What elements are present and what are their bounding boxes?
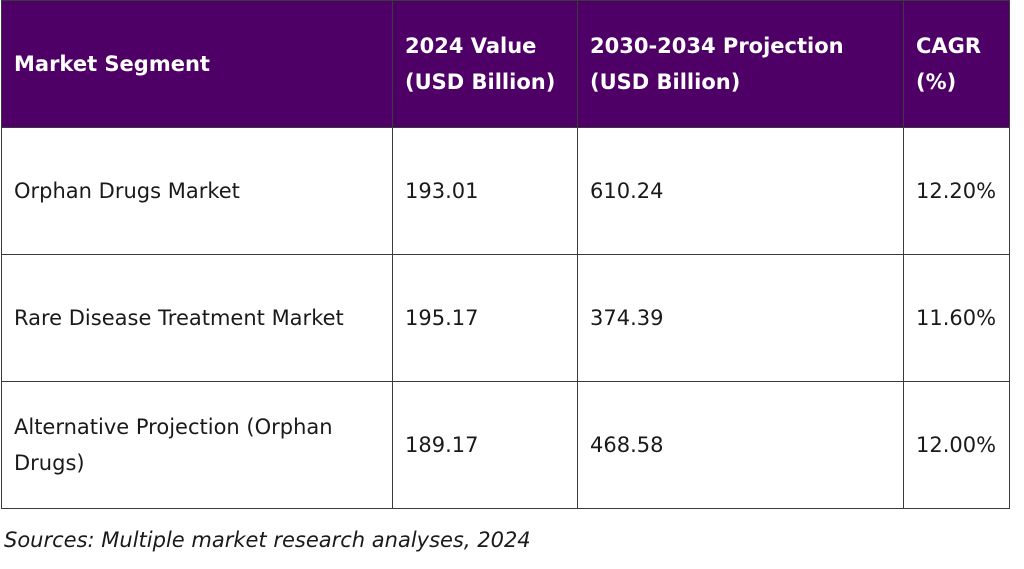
table-cell: Rare Disease Treatment Market (1, 254, 393, 382)
table-cell: 189.17 (392, 381, 578, 509)
table-cell: 193.01 (392, 127, 578, 255)
table-row: Rare Disease Treatment Market 195.17 374.3… (1, 254, 1010, 382)
table-cell: 11.60% (903, 254, 1010, 382)
table-cell: 468.58 (577, 381, 904, 509)
table-row: Alternative Projection (Orphan Drugs) 189… (1, 381, 1010, 509)
header-row: Market Segment 2024 Value (USD Billion) … (1, 0, 1010, 128)
table-cell: Orphan Drugs Market (1, 127, 393, 255)
header-cell: Market Segment (1, 0, 393, 128)
header-cell: 2024 Value (USD Billion) (392, 0, 578, 128)
table-cell: 195.17 (392, 254, 578, 382)
caption: Sources: Multiple market research analys… (4, 528, 531, 552)
table-cell: 12.20% (903, 127, 1010, 255)
table-cell: 12.00% (903, 381, 1010, 509)
table-cell: 374.39 (577, 254, 904, 382)
table-cell: 610.24 (577, 127, 904, 255)
table-body: Orphan Drugs Market 193.01 610.24 12.20% Rar… (1, 127, 1010, 509)
table-cell: Alternative Projection (Orphan Drugs) (1, 381, 393, 509)
header-cell: CAGR (%) (903, 0, 1010, 128)
table-row: Orphan Drugs Market 193.01 610.24 12.20% (1, 127, 1010, 255)
header-cell: 2030-2034 Projection (USD Billion) (577, 0, 904, 128)
market-table: Market Segment 2024 Value (USD Billion) … (1, 0, 1010, 509)
